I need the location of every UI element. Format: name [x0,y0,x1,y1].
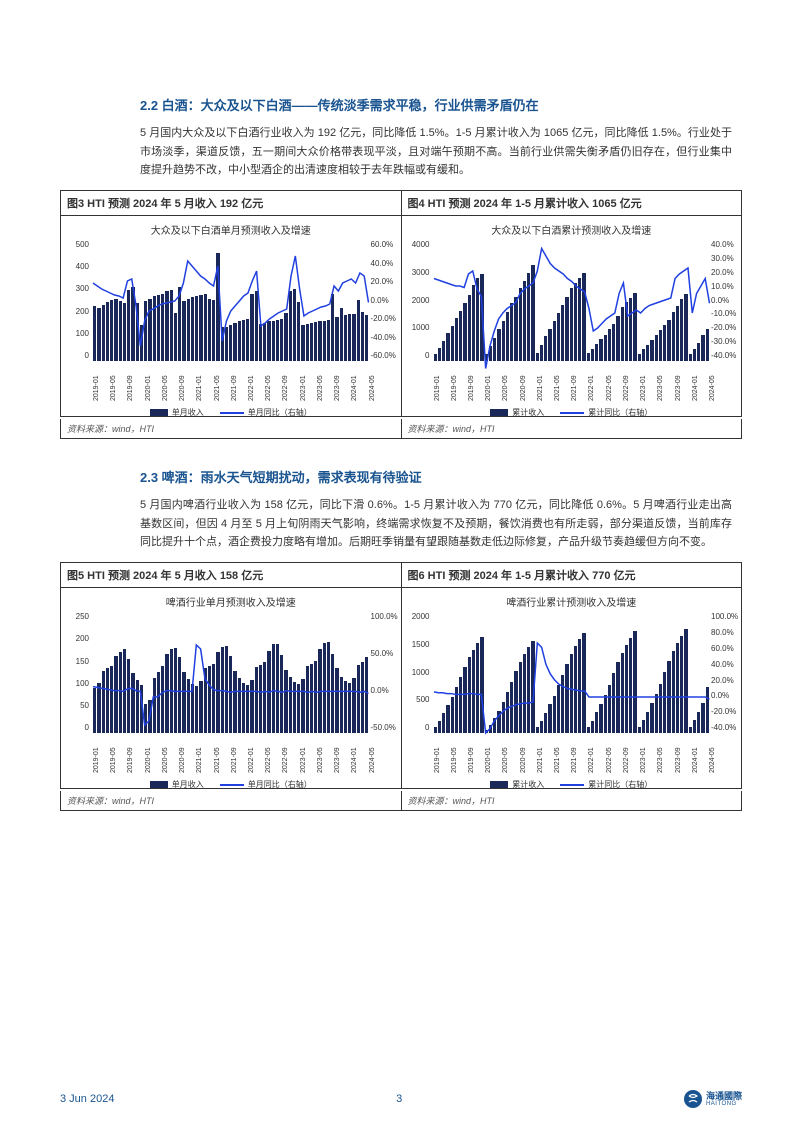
x-axis: 2019-012019-052019-092020-012020-052020-… [434,735,710,777]
plot-area [434,613,710,733]
legend-bar: 累计收入 [490,779,544,790]
fig5-caption: 图5 HTI 预测 2024 年 5 月收入 158 亿元 [61,563,401,588]
x-axis: 2019-012019-052019-092020-012020-052020-… [93,735,369,777]
section-2-3-body: 5 月国内啤酒行业收入为 158 亿元，同比下滑 0.6%。1-5 月累计收入为… [140,496,732,552]
fig5-body: 啤酒行业单月预测收入及增速 250200150100500 100.0%50.0%0… [61,588,401,788]
fig3-body: 大众及以下白酒单月预测收入及增速 5004003002001000 60.0%40.… [61,216,401,416]
source-row-1: 资料来源：wind，HTI 资料来源：wind，HTI [60,419,742,439]
swatch-bar-icon [150,781,168,788]
plot-area [93,613,369,733]
fig3-source: 资料来源：wind，HTI [60,419,402,438]
fig4-body: 大众及以下白酒累计预测收入及增速 40003000200010000 40.0%30… [402,216,742,416]
legend-bar: 累计收入 [490,407,544,418]
chart-title: 啤酒行业单月预测收入及增速 [65,594,397,609]
line-overlay [93,241,369,361]
chart-title: 大众及以下白酒累计预测收入及增速 [406,222,738,237]
y-axis-left: 2000150010005000 [404,612,430,732]
y-axis-right: 100.0%80.0%60.0%40.0%20.0%0.0%-20.0%-40.… [711,612,741,732]
chart-title: 啤酒行业累计预测收入及增速 [406,594,738,609]
footer-date: 3 Jun 2024 [60,1093,114,1105]
legend-bar: 单月收入 [150,407,204,418]
fig4-cell: 图4 HTI 预测 2024 年 1-5 月累计收入 1065 亿元 大众及以下… [402,191,743,416]
x-axis: 2019-012019-052019-092020-012020-052020-… [93,363,369,405]
section-2-3-heading: 2.3 啤酒：雨水天气短期扰动，需求表现有待验证 [140,467,742,486]
chart-legend: 单月收入 单月同比（右轴） [65,407,397,418]
plot-area [434,241,710,361]
y-axis-left: 40003000200010000 [404,240,430,360]
y-axis-left: 250200150100500 [63,612,89,732]
fig6-cell: 图6 HTI 预测 2024 年 1-5 月累计收入 770 亿元 啤酒行业累计… [402,563,743,788]
fig4-source: 资料来源：wind，HTI [402,419,743,438]
footer-brand-cn: 海通國際 [706,1092,742,1101]
x-axis: 2019-012019-052019-092020-012020-052020-… [434,363,710,405]
fig4-caption: 图4 HTI 预测 2024 年 1-5 月累计收入 1065 亿元 [402,191,742,216]
page-footer: 3 Jun 2024 3 海通國際 HAITONG [60,1090,742,1108]
swatch-line-icon [560,784,584,786]
swatch-bar-icon [150,409,168,416]
chart-legend: 单月收入 单月同比（右轴） [65,779,397,790]
swatch-line-icon [560,412,584,414]
y-axis-right: 100.0%50.0%0.0%-50.0% [371,612,401,732]
fig6-caption: 图6 HTI 预测 2024 年 1-5 月累计收入 770 亿元 [402,563,742,588]
chart-legend: 累计收入 累计同比（右轴） [406,779,738,790]
y-axis-left: 5004003002001000 [63,240,89,360]
chart-row-2: 图5 HTI 预测 2024 年 5 月收入 158 亿元 啤酒行业单月预测收入… [60,562,742,789]
haitong-logo-icon [684,1090,702,1108]
source-row-2: 资料来源：wind，HTI 资料来源：wind，HTI [60,791,742,811]
legend-bar: 单月收入 [150,779,204,790]
legend-line: 单月同比（右轴） [220,407,312,418]
section-2-2-body: 5 月国内大众及以下白酒行业收入为 192 亿元，同比降低 1.5%。1-5 月… [140,124,732,180]
legend-line: 单月同比（右轴） [220,779,312,790]
line-overlay [434,613,710,733]
chart-legend: 累计收入 累计同比（右轴） [406,407,738,418]
plot-area [93,241,369,361]
line-overlay [93,613,369,733]
swatch-line-icon [220,784,244,786]
fig3-caption: 图3 HTI 预测 2024 年 5 月收入 192 亿元 [61,191,401,216]
section-2-2-heading: 2.2 白酒：大众及以下白酒——传统淡季需求平稳，行业供需矛盾仍在 [140,95,742,114]
fig6-source: 资料来源：wind，HTI [402,791,743,810]
y-axis-right: 60.0%40.0%20.0%0.0%-20.0%-40.0%-60.0% [371,240,401,360]
swatch-bar-icon [490,409,508,416]
y-axis-right: 40.0%30.0%20.0%10.0%0.0%-10.0%-20.0%-30.… [711,240,741,360]
swatch-bar-icon [490,781,508,788]
legend-line: 累计同比（右轴） [560,407,652,418]
line-overlay [434,241,710,361]
footer-brand: 海通國際 HAITONG [684,1090,742,1108]
fig5-source: 资料来源：wind，HTI [60,791,402,810]
swatch-line-icon [220,412,244,414]
fig3-cell: 图3 HTI 预测 2024 年 5 月收入 192 亿元 大众及以下白酒单月预… [60,191,402,416]
footer-page-number: 3 [396,1093,402,1105]
chart-title: 大众及以下白酒单月预测收入及增速 [65,222,397,237]
fig5-cell: 图5 HTI 预测 2024 年 5 月收入 158 亿元 啤酒行业单月预测收入… [60,563,402,788]
chart-row-1: 图3 HTI 预测 2024 年 5 月收入 192 亿元 大众及以下白酒单月预… [60,190,742,417]
fig6-body: 啤酒行业累计预测收入及增速 2000150010005000 100.0%80.0%… [402,588,742,788]
footer-brand-en: HAITONG [706,1101,742,1107]
legend-line: 累计同比（右轴） [560,779,652,790]
